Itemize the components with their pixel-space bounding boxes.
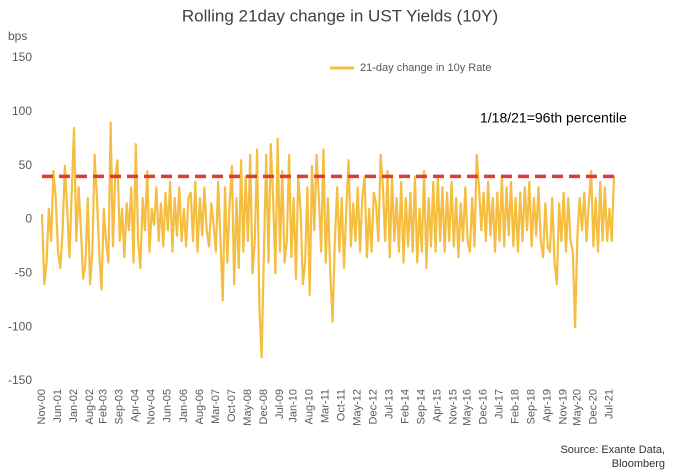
x-tick-label: Jun-05 — [162, 389, 174, 423]
x-tick-label: May-12 — [352, 389, 364, 426]
x-tick-label: Jul-21 — [603, 389, 615, 419]
x-tick-label: Dec-12 — [368, 389, 380, 424]
chart-title: Rolling 21day change in UST Yields (10Y) — [182, 6, 498, 25]
x-tick-label: Mar-11 — [320, 389, 332, 423]
x-tick-label: Dec-20 — [587, 389, 599, 424]
x-tick-label: Dec-08 — [258, 389, 270, 424]
x-tick-label: Jan-02 — [68, 389, 80, 423]
y-tick-label: 0 — [25, 212, 32, 226]
x-tick-label: Jan-06 — [178, 389, 190, 423]
data-line — [40, 121, 616, 359]
x-tick-label: Aug-10 — [304, 389, 316, 424]
x-tick-label: Jul-17 — [494, 389, 506, 419]
y-tick-label: -50 — [15, 266, 33, 280]
x-tick-label: Nov-19 — [558, 389, 570, 424]
y-axis-label: bps — [8, 29, 27, 43]
y-tick-label: 150 — [12, 50, 32, 64]
x-tick-label: Feb-03 — [98, 389, 110, 424]
x-tick-label: Oct-11 — [336, 389, 348, 421]
x-tick-label: Nov-15 — [448, 389, 460, 424]
source: Bloomberg — [612, 458, 665, 470]
x-tick-label: Aug-02 — [84, 389, 96, 424]
x-tick-label: May-08 — [242, 389, 254, 426]
x-tick-label: Feb-18 — [510, 389, 522, 424]
x-tick-label: Jul-13 — [384, 389, 396, 419]
y-tick-label: 100 — [12, 104, 32, 118]
x-tick-label: Nov-04 — [146, 389, 158, 424]
x-tick-label: May-20 — [571, 389, 583, 426]
y-tick-label: -100 — [8, 319, 32, 333]
x-tick-label: Sep-03 — [114, 389, 126, 424]
x-tick-label: Aug-06 — [194, 389, 206, 424]
x-tick-label: Nov-00 — [36, 389, 48, 424]
source: Source: Exante Data, — [560, 444, 665, 456]
x-tick-label: Jul-09 — [274, 389, 286, 419]
x-tick-label: Sep-18 — [526, 389, 538, 424]
y-tick-label: -150 — [8, 373, 32, 387]
x-tick-label: Feb-14 — [400, 389, 412, 424]
x-tick-label: Jun-01 — [52, 389, 64, 423]
annotation: 1/18/21=96th percentile — [480, 110, 627, 126]
x-tick-label: Dec-16 — [477, 389, 489, 424]
x-tick-label: Apr-04 — [130, 389, 142, 422]
x-tick-label: May-16 — [461, 389, 473, 426]
x-tick-label: Apr-19 — [542, 389, 554, 422]
x-tick-label: Apr-15 — [432, 389, 444, 422]
x-tick-label: Oct-07 — [226, 389, 238, 422]
y-tick-label: 50 — [19, 158, 33, 172]
x-tick-label: Jan-10 — [288, 389, 300, 423]
x-tick-label: Sep-14 — [416, 389, 428, 424]
legend-label: 21-day change in 10y Rate — [360, 62, 491, 74]
x-tick-label: Mar-07 — [210, 389, 222, 424]
